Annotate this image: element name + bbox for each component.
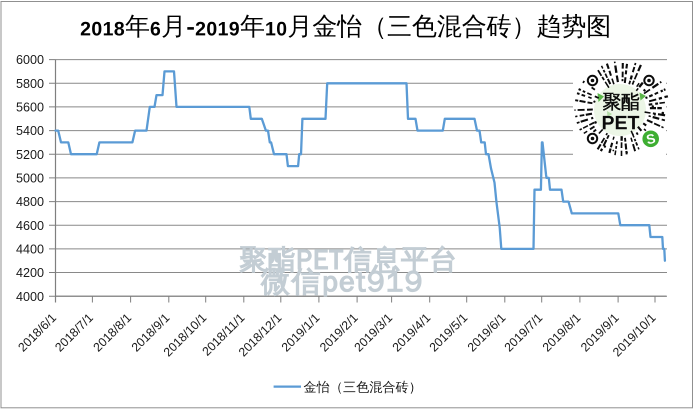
svg-text:4800: 4800 [16,195,44,209]
svg-text:4600: 4600 [16,219,44,233]
svg-text:5800: 5800 [16,77,44,91]
svg-text:5200: 5200 [16,148,44,162]
svg-text:5000: 5000 [16,172,44,186]
svg-text:5400: 5400 [16,124,44,138]
svg-text:4200: 4200 [16,266,44,280]
svg-text:4400: 4400 [16,243,44,257]
svg-text:6000: 6000 [16,53,44,67]
svg-text:5600: 5600 [16,101,44,115]
svg-text:4000: 4000 [16,290,44,304]
